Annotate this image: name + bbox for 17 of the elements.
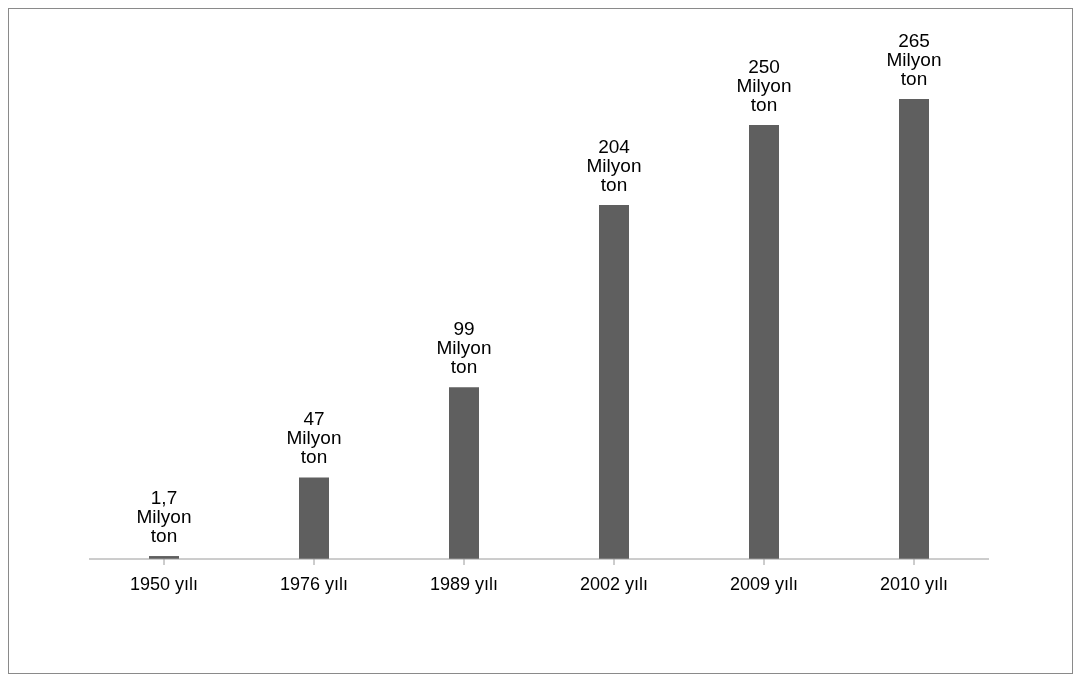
x-tick-label: 2009 yılı [729,573,799,594]
data-label: 1,7 Milyon ton [136,487,192,547]
bar [449,387,479,559]
bar [899,99,929,559]
x-tick-label: 2002 yılı [579,573,649,594]
bar [299,477,329,559]
x-tick-label: 1976 yılı [279,573,349,594]
data-label: 265 Milyon ton [886,30,942,89]
data-label: 250 Milyon ton [736,56,792,116]
data-label: 47 Milyon ton [286,408,342,468]
x-tick-label: 1950 yılı [129,573,199,594]
bar [749,125,779,559]
bar [599,204,629,559]
x-tick-label: 1989 yılı [429,573,499,594]
data-label: 204 Milyon ton [586,135,642,195]
data-label: 99 Milyon ton [436,318,492,378]
x-tick-label: 2010 yılı [879,573,949,594]
